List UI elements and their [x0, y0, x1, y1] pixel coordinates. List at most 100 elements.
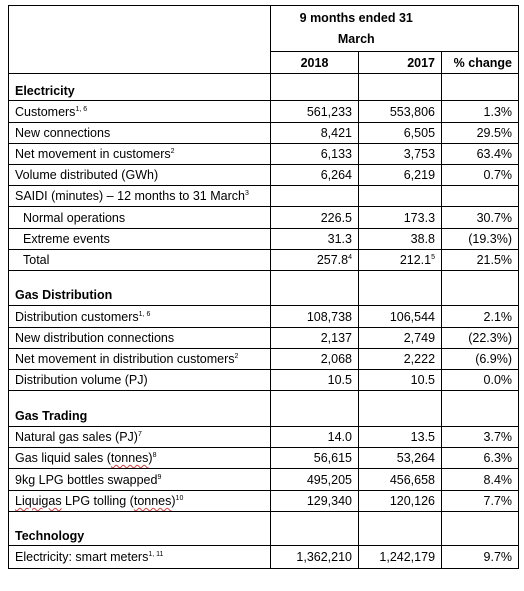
footnote-ref: 1, 11 [148, 551, 164, 558]
row-label: New connections [8, 122, 271, 144]
value-2018: 2,137 [270, 327, 359, 349]
value-change: 6.3% [441, 447, 520, 469]
table-row: New distribution connections 2,137 2,749… [8, 327, 520, 349]
row-label-part: ) [148, 451, 153, 465]
value-2017: 2,749 [357, 327, 443, 349]
value-2017: 2,222 [357, 348, 443, 370]
footnote-ref: 1, 6 [75, 105, 88, 113]
value-2017: 53,264 [357, 447, 443, 469]
value-change: 3.7% [441, 426, 520, 448]
row-label-part: Gas liquid sales ( [15, 451, 111, 465]
value-change: 2.1% [441, 305, 520, 328]
period-header: 9 months ended 31 March [269, 5, 442, 52]
value-2018: 6,264 [270, 164, 359, 186]
value-2017: 553,806 [357, 100, 443, 123]
value-change: (22.3%) [441, 327, 520, 349]
value-2018: 129,340 [270, 490, 359, 512]
value-change: 9.7% [441, 545, 520, 569]
value-2017: 456,658 [357, 468, 443, 491]
value-change: 29.5% [441, 122, 520, 144]
footnote-ref: 1, 6 [138, 310, 151, 318]
table-row: Volume distributed (GWh) 6,264 6,219 0.7… [8, 164, 520, 186]
row-label-part: tonnes [110, 451, 149, 465]
table-row: Normal operations 226.5 173.3 30.7% [8, 206, 520, 229]
row-label: SAIDI (minutes) – 12 months to 31 March [15, 189, 245, 203]
col-header-2018: 2018 [270, 51, 359, 74]
table-row: Natural gas sales (PJ)7 14.0 13.5 3.7% [8, 426, 520, 448]
period-header-line1: 9 months ended 31 [299, 10, 413, 25]
footnote-ref: 9 [157, 473, 162, 481]
value-2017: 3,753 [357, 143, 443, 165]
value-2018: 1,362,210 [270, 545, 359, 569]
value-2017: 38.8 [357, 228, 443, 250]
row-label: Extreme events [8, 228, 271, 250]
header-change-spacer [441, 5, 520, 52]
row-label: New distribution connections [8, 327, 271, 349]
value-change: (19.3%) [441, 228, 520, 250]
value-change: 63.4% [441, 143, 520, 165]
table-row: 9kg LPG bottles swapped9 495,205 456,658… [8, 468, 520, 491]
value-2017: 10.5 [357, 369, 443, 391]
value-2018: 561,233 [270, 100, 359, 123]
table-row: Gas liquid sales (tonnes)8 56,615 53,264… [8, 447, 520, 469]
footnote-ref: 2 [234, 353, 239, 360]
value-2018: 226.5 [270, 206, 359, 229]
table-row: Net movement in customers2 6,133 3,753 6… [8, 143, 520, 165]
row-label: Electricity: smart meters [15, 550, 149, 564]
row-label-part: Liquigas [15, 494, 62, 508]
value-2017: 106,544 [357, 305, 443, 328]
value-change: 0.7% [441, 164, 520, 186]
footnote-ref: 5 [431, 254, 436, 261]
value-2018: 495,205 [270, 468, 359, 491]
section-title-gas-distribution: Gas Distribution [8, 270, 271, 306]
footnote-ref: 4 [348, 254, 352, 261]
footnote-ref: 7 [137, 431, 142, 438]
value-2018: 6,133 [270, 143, 359, 165]
section-title-gas-trading: Gas Trading [8, 390, 271, 427]
value-2017: 1,242,179 [357, 545, 443, 569]
row-label-part: tonnes [133, 494, 172, 508]
value-2017: 13.5 [357, 426, 443, 448]
table-row: Extreme events 31.3 38.8 (19.3%) [8, 228, 520, 250]
operating-statistics-table: 9 months ended 31 March 2018 2017 % chan… [8, 5, 520, 569]
table-row: Distribution volume (PJ) 10.5 10.5 0.0% [8, 369, 520, 391]
row-label: Distribution volume (PJ) [8, 369, 271, 391]
value-change: (6.9%) [441, 348, 520, 370]
value-change: 30.7% [441, 206, 520, 229]
value-2017: 6,505 [357, 122, 443, 144]
footnote-ref: 8 [152, 452, 157, 459]
footnote-ref: 2 [170, 148, 175, 155]
row-label: Natural gas sales (PJ) [15, 430, 138, 444]
value-2017: 6,219 [357, 164, 443, 186]
value-2017: 212.1 [399, 253, 432, 267]
table-row: Distribution customers1, 6 108,738 106,5… [8, 305, 520, 328]
table-row: SAIDI (minutes) – 12 months to 31 March3 [8, 185, 520, 207]
value-2018: 8,421 [270, 122, 359, 144]
value-change: 0.0% [441, 369, 520, 391]
table-row: New connections 8,421 6,505 29.5% [8, 122, 520, 144]
table-row: Customers1, 6 561,233 553,806 1.3% [8, 100, 520, 123]
table-row: Net movement in distribution customers2 … [8, 348, 520, 370]
table-row: Liquigas LPG tolling (tonnes)10 129,340 … [8, 490, 520, 512]
col-header-2017: 2017 [357, 51, 443, 74]
row-label: Distribution customers [15, 309, 139, 324]
period-header-line2: March [337, 31, 375, 46]
row-label: 9kg LPG bottles swapped [15, 472, 158, 487]
value-2018: 31.3 [270, 228, 359, 250]
row-label: Volume distributed (GWh) [8, 164, 271, 186]
row-label: Net movement in distribution customers [15, 352, 235, 366]
value-2018: 14.0 [270, 426, 359, 448]
row-label-part: LPG tolling ( [61, 494, 134, 508]
value-2018: 2,068 [270, 348, 359, 370]
value-change: 1.3% [441, 100, 520, 123]
value-2018: 108,738 [270, 305, 359, 328]
section-title-technology: Technology [8, 511, 271, 546]
col-header-change: % change [441, 51, 520, 74]
value-2017: 173.3 [357, 206, 443, 229]
value-change: 7.7% [441, 490, 520, 512]
row-label: Total [8, 249, 271, 271]
section-title-electricity: Electricity [8, 73, 271, 101]
footnote-ref: 3 [244, 190, 249, 197]
row-label: Customers [15, 104, 76, 119]
value-2018: 56,615 [270, 447, 359, 469]
